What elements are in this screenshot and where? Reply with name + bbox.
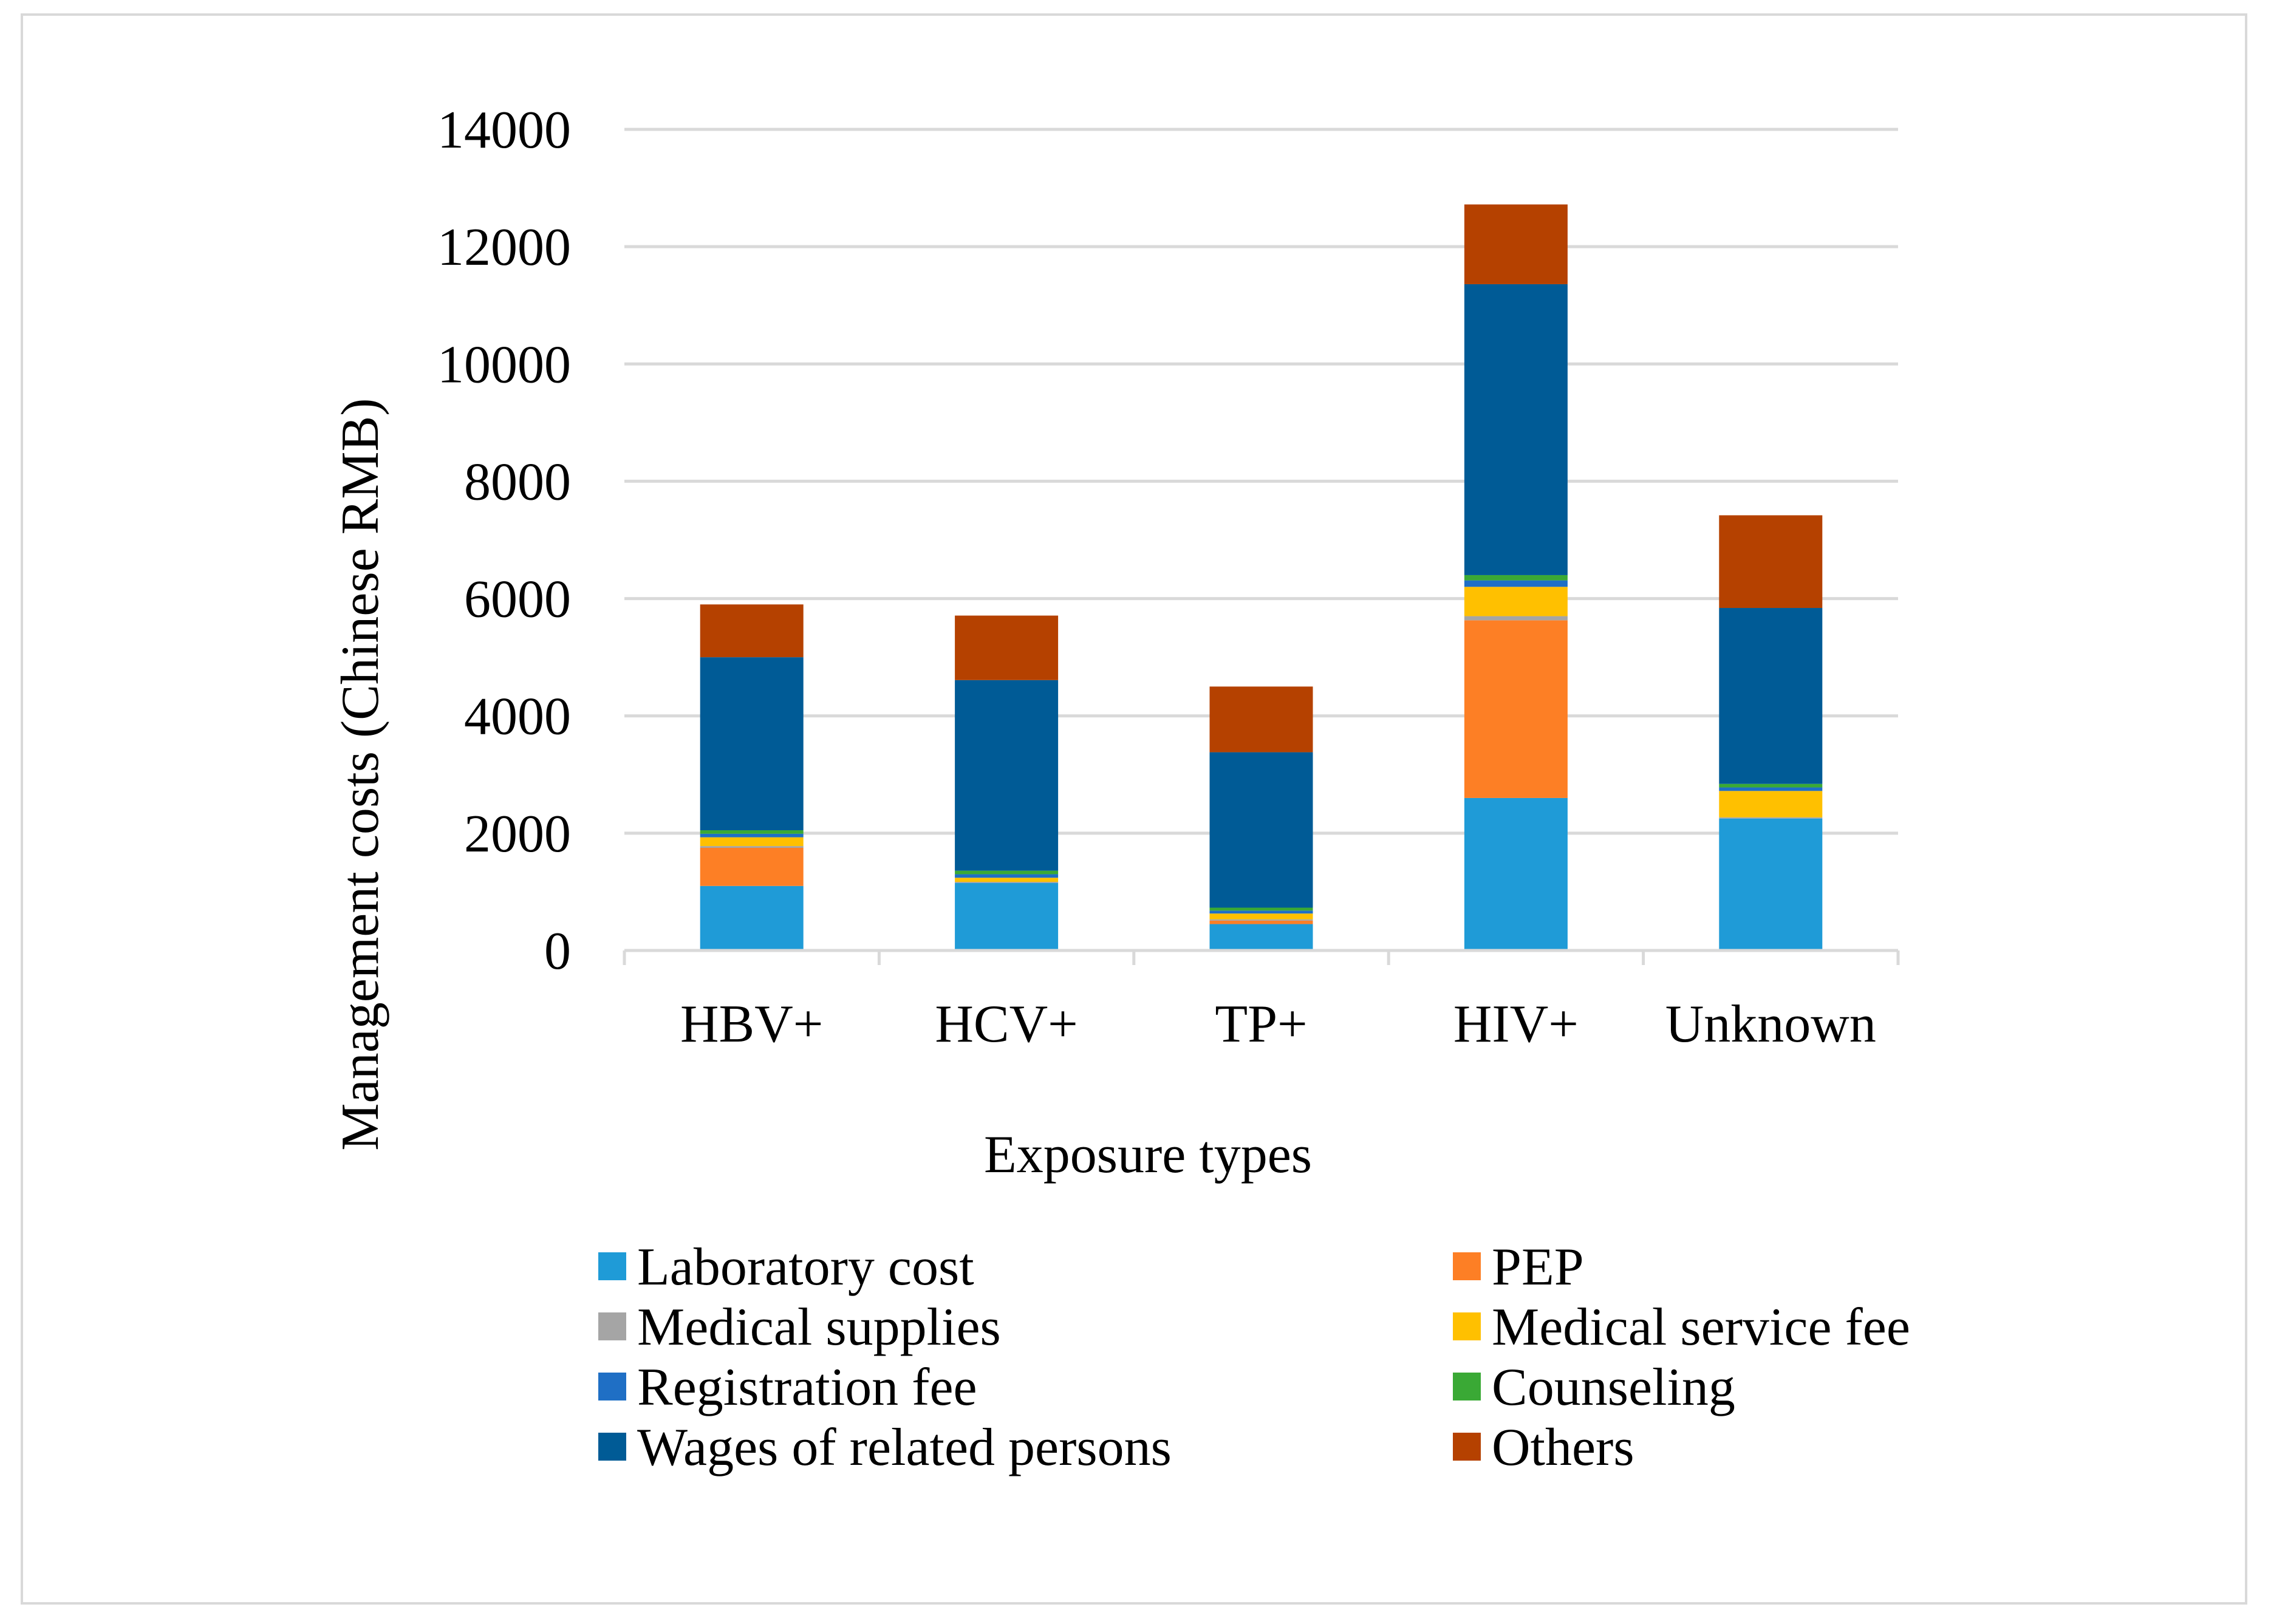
bar-hcv-registration-fee [955, 874, 1059, 878]
axes [623, 949, 1900, 965]
bar-tp-pep [1209, 920, 1313, 924]
y-tick-label-0: 0 [544, 922, 571, 981]
bar-hbv-others [700, 604, 804, 658]
y-tick-label-8000: 8000 [464, 452, 571, 511]
bar-hiv-registration-fee [1464, 580, 1568, 587]
x-tick-label-hcv: HCV+ [935, 995, 1077, 1054]
legend-swatch-wages-of-related-persons [598, 1433, 626, 1461]
bar-unknown-wages-of-related-persons [1719, 608, 1823, 784]
bar-hcv-others [955, 615, 1059, 680]
legend-swatch-medical-service-fee [1453, 1312, 1481, 1340]
bar-hiv-counseling [1464, 575, 1568, 581]
bar-hbv-laboratory-cost [700, 885, 804, 950]
bar-unknown-medical-supplies [1719, 817, 1823, 819]
y-tick-labels: 0 2000 4000 6000 8000 10000 12000 14000 [437, 101, 571, 981]
legend-swatch-medical-supplies [598, 1312, 626, 1340]
y-tick-label-12000: 12000 [437, 218, 571, 277]
bar-hiv-wages-of-related-persons [1464, 284, 1568, 575]
bar-hbv-counseling [700, 830, 804, 834]
bar-hiv-pep [1464, 620, 1568, 798]
y-tick-label-14000: 14000 [437, 101, 571, 160]
legend-label-medical-service-fee: Medical service fee [1492, 1298, 1910, 1357]
bar-hbv-pep [700, 848, 804, 886]
bar-tp-others [1209, 686, 1313, 752]
bar-unknown-registration-fee [1719, 787, 1823, 791]
legend-swatch-others [1453, 1433, 1481, 1461]
bar-tp-registration-fee [1209, 910, 1313, 914]
bar-hcv-counseling [955, 870, 1059, 875]
legend-swatch-pep [1453, 1252, 1481, 1280]
x-tick-label-hiv: HIV+ [1453, 995, 1579, 1054]
bar-hbv-medical-supplies [700, 846, 804, 848]
bar-unknown-medical-service-fee [1719, 791, 1823, 817]
bar-tp-medical-service-fee [1209, 913, 1313, 919]
gridlines [624, 128, 1898, 835]
bar-unknown-counseling [1719, 783, 1823, 788]
legend-label-pep: PEP [1492, 1238, 1584, 1297]
legend-label-medical-supplies: Medical supplies [637, 1298, 1001, 1357]
bar-hcv-laboratory-cost [955, 882, 1059, 950]
bar-hiv-others [1464, 204, 1568, 284]
bar-hbv-wages-of-related-persons [700, 657, 804, 831]
bar-tp-laboratory-cost [1209, 924, 1313, 950]
legend-label-others: Others [1492, 1418, 1634, 1477]
bar-hcv-wages-of-related-persons [955, 680, 1059, 871]
bar-hiv-medical-supplies [1464, 616, 1568, 621]
bar-hcv-medical-service-fee [955, 878, 1059, 882]
legend-label-registration-fee: Registration fee [637, 1358, 977, 1417]
bar-hiv-laboratory-cost [1464, 797, 1568, 950]
x-tick-label-hbv: HBV+ [680, 995, 823, 1054]
y-tick-label-4000: 4000 [464, 687, 571, 746]
bar-hbv-medical-service-fee [700, 837, 804, 847]
legend-label-laboratory-cost: Laboratory cost [637, 1238, 974, 1297]
x-tick-labels: HBV+ HCV+ TP+ HIV+ Unknown [680, 995, 1876, 1054]
y-tick-label-10000: 10000 [437, 335, 571, 394]
legend-swatch-laboratory-cost [598, 1252, 626, 1280]
bar-hiv-medical-service-fee [1464, 587, 1568, 616]
bar-hbv-registration-fee [700, 833, 804, 838]
legend-label-counseling: Counseling [1492, 1358, 1735, 1417]
legend-label-wages-of-related-persons: Wages of related persons [637, 1418, 1172, 1477]
bar-tp-counseling [1209, 907, 1313, 911]
x-tick-label-unknown: Unknown [1665, 995, 1876, 1054]
bar-tp-medical-supplies [1209, 919, 1313, 921]
x-tick-label-tp: TP+ [1215, 995, 1307, 1054]
legend-swatch-counseling [1453, 1373, 1481, 1401]
bar-hcv-medical-supplies [955, 882, 1059, 883]
y-axis-title: Management costs (Chinese RMB) [331, 398, 390, 1150]
chart-frame [21, 13, 2247, 1605]
legend-swatch-registration-fee [598, 1373, 626, 1401]
x-axis-title: Exposure types [984, 1125, 1312, 1184]
bar-tp-wages-of-related-persons [1209, 752, 1313, 908]
legend: Laboratory cost PEP Medical supplies Medica… [598, 1238, 1910, 1477]
bars [700, 204, 1823, 950]
bar-unknown-laboratory-cost [1719, 818, 1823, 950]
y-tick-label-2000: 2000 [464, 805, 571, 864]
bar-unknown-others [1719, 515, 1823, 609]
y-tick-label-6000: 6000 [464, 570, 571, 629]
